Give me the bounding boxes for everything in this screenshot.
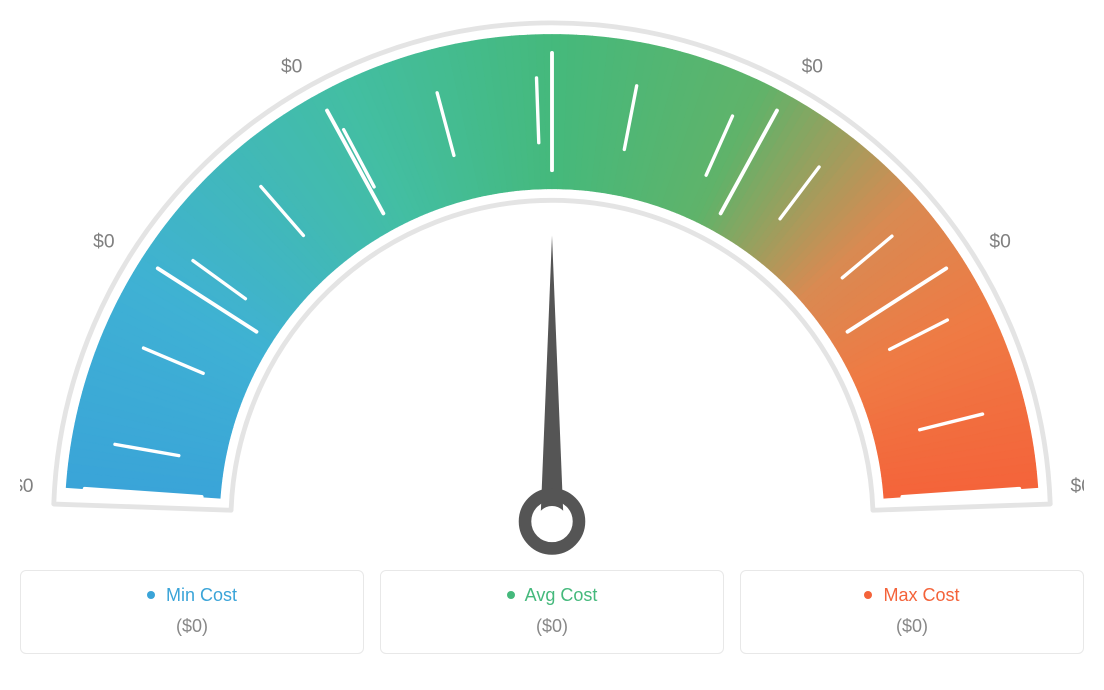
- legend-card-max: Max Cost ($0): [740, 570, 1084, 654]
- svg-text:$0: $0: [20, 476, 34, 497]
- legend-dot-min: [147, 591, 155, 599]
- legend-value-min: ($0): [31, 616, 353, 637]
- svg-text:$0: $0: [1070, 476, 1084, 497]
- gauge-svg-container: $0$0$0$0$0$0$0: [20, 20, 1084, 550]
- legend-card-min: Min Cost ($0): [20, 570, 364, 654]
- svg-text:$0: $0: [93, 231, 114, 252]
- legend-label-min: Min Cost: [166, 585, 237, 605]
- legend-dot-max: [864, 591, 872, 599]
- svg-text:$0: $0: [281, 56, 302, 77]
- legend-dot-avg: [507, 591, 515, 599]
- svg-text:$0: $0: [989, 231, 1010, 252]
- legend-title-max: Max Cost: [751, 585, 1073, 606]
- gauge-svg: $0$0$0$0$0$0$0: [20, 20, 1084, 560]
- legend-row: Min Cost ($0) Avg Cost ($0) Max Cost ($0…: [20, 570, 1084, 654]
- legend-label-max: Max Cost: [883, 585, 959, 605]
- legend-card-avg: Avg Cost ($0): [380, 570, 724, 654]
- legend-value-avg: ($0): [391, 616, 713, 637]
- svg-text:$0: $0: [802, 56, 823, 77]
- legend-title-avg: Avg Cost: [391, 585, 713, 606]
- legend-value-max: ($0): [751, 616, 1073, 637]
- legend-label-avg: Avg Cost: [525, 585, 598, 605]
- gauge-cost-chart: $0$0$0$0$0$0$0 Min Cost ($0) Avg Cost ($…: [20, 20, 1084, 654]
- legend-title-min: Min Cost: [31, 585, 353, 606]
